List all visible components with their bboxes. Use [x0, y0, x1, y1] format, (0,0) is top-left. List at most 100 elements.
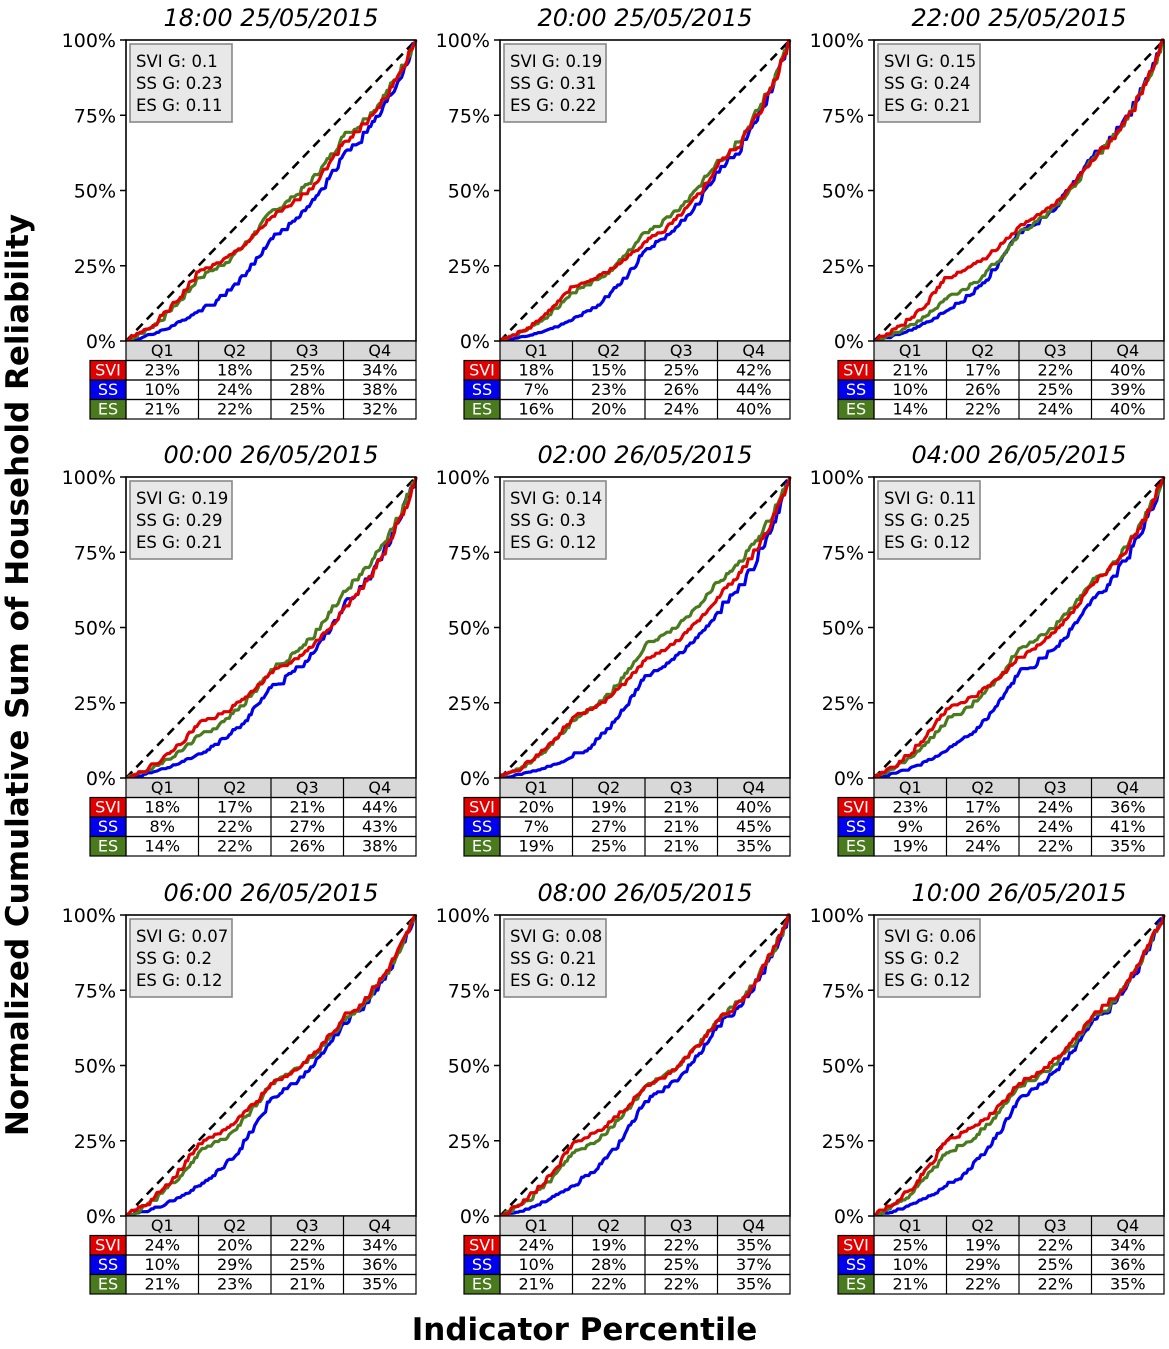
y-tick-label: 25%	[74, 1131, 116, 1153]
quartile-header: Q3	[296, 1216, 319, 1235]
panel-5: 02:00 26/05/2015 0% 25% 50% 75% 100% SVI G: 0.…	[436, 441, 792, 857]
y-tick-label: 100%	[436, 905, 490, 927]
y-tick-label: 75%	[822, 105, 864, 127]
table-cell: 25%	[1037, 380, 1073, 399]
y-tick-label: 100%	[810, 30, 864, 52]
row-label: SVI	[95, 361, 121, 380]
y-tick-label: 0%	[86, 331, 116, 353]
y-tick-label: 75%	[822, 542, 864, 564]
row-label: ES	[98, 837, 118, 856]
panel-7: 06:00 26/05/2015 0% 25% 50% 75% 100% SVI G: 0.…	[62, 879, 418, 1295]
table-cell: 35%	[1110, 837, 1146, 856]
row-label: ES	[472, 837, 492, 856]
gini-label: SVI G: 0.08	[510, 927, 602, 946]
y-tick-label: 50%	[74, 1056, 116, 1078]
table-cell: 35%	[362, 1275, 398, 1294]
table-cell: 25%	[663, 361, 699, 380]
quartile-header: Q2	[223, 778, 246, 797]
quartile-header: Q3	[670, 1216, 693, 1235]
table-cell: 34%	[362, 1236, 398, 1255]
gini-label: SS G: 0.31	[510, 74, 597, 93]
y-tick-label: 0%	[86, 768, 116, 790]
quartile-header: Q1	[899, 778, 922, 797]
quartile-header: Q4	[742, 341, 765, 360]
table-row	[499, 1273, 791, 1295]
y-tick-label: 0%	[86, 1206, 116, 1228]
table-cell: 22%	[1037, 1236, 1073, 1255]
y-tick-label: 50%	[74, 181, 116, 203]
row-label: SS	[98, 817, 118, 836]
table-cell: 23%	[217, 1275, 253, 1294]
gini-label: SVI G: 0.19	[136, 489, 228, 508]
table-cell: 19%	[965, 1236, 1001, 1255]
gini-box	[129, 918, 233, 998]
series-line-ss	[126, 39, 418, 343]
table-cell: 44%	[362, 798, 398, 817]
table-cell: 22%	[965, 1275, 1001, 1294]
gini-label: SS G: 0.29	[136, 511, 223, 530]
table-cell: 20%	[518, 798, 554, 817]
y-tick-label: 100%	[436, 30, 490, 52]
y-tick-label: 100%	[62, 905, 116, 927]
y-tick-label: 50%	[822, 1056, 864, 1078]
panel-title: 22:00 25/05/2015	[911, 4, 1126, 32]
quartile-header: Q1	[151, 778, 174, 797]
table-cell: 9%	[898, 817, 923, 836]
gini-label: SS G: 0.2	[136, 949, 212, 968]
table-cell: 22%	[217, 817, 253, 836]
row-label: SS	[846, 380, 866, 399]
table-cell: 10%	[144, 380, 180, 399]
quartile-header: Q3	[296, 341, 319, 360]
table-cell: 21%	[289, 798, 325, 817]
quartile-header: Q3	[296, 778, 319, 797]
quartile-header: Q1	[899, 341, 922, 360]
row-label: SS	[472, 380, 492, 399]
series-line-svi	[874, 38, 1164, 343]
y-tick-label: 50%	[822, 618, 864, 640]
gini-label: ES G: 0.21	[136, 533, 222, 552]
y-tick-label: 25%	[448, 256, 490, 278]
table-cell: 22%	[663, 1275, 699, 1294]
quartile-header: Q4	[368, 341, 391, 360]
series-line-svi	[499, 913, 790, 1218]
gini-box	[129, 43, 233, 123]
panel-title: 08:00 26/05/2015	[537, 879, 752, 907]
gini-label: ES G: 0.22	[510, 96, 596, 115]
panel-4: 00:00 26/05/2015 0% 25% 50% 75% 100% SVI G: 0.…	[62, 441, 418, 857]
quartile-header: Q4	[742, 778, 765, 797]
table-cell: 40%	[1110, 361, 1146, 380]
table-cell: 21%	[663, 817, 699, 836]
equality-line	[873, 476, 1165, 779]
y-tick-label: 75%	[822, 980, 864, 1002]
table-cell: 18%	[144, 798, 180, 817]
table-cell: 40%	[1110, 400, 1146, 419]
table-cell: 36%	[362, 1255, 398, 1274]
table-row	[125, 1273, 417, 1295]
y-tick-label: 0%	[834, 331, 864, 353]
y-tick-label: 100%	[436, 467, 490, 489]
quartile-header: Q1	[151, 341, 174, 360]
table-cell: 22%	[217, 400, 253, 419]
quartile-header: Q4	[1116, 341, 1139, 360]
series-line-svi	[126, 476, 418, 780]
table-cell: 22%	[289, 1236, 325, 1255]
gini-label: ES G: 0.12	[884, 533, 970, 552]
y-tick-label: 0%	[834, 768, 864, 790]
panel-1: 18:00 25/05/2015 0% 25% 50% 75% 100% SVI G: 0.…	[62, 4, 418, 420]
table-cell: 24%	[144, 1236, 180, 1255]
table-cell: 35%	[1110, 1275, 1146, 1294]
table-cell: 28%	[591, 1255, 627, 1274]
row-label: SS	[98, 380, 118, 399]
quartile-header: Q2	[223, 341, 246, 360]
quartile-header: Q2	[597, 1216, 620, 1235]
table-cell: 25%	[892, 1236, 928, 1255]
quartile-header: Q3	[1044, 778, 1067, 797]
quartile-header: Q4	[368, 778, 391, 797]
panel-6: 04:00 26/05/2015 0% 25% 50% 75% 100% SVI G: 0.…	[810, 441, 1166, 857]
panel-title: 20:00 25/05/2015	[537, 4, 752, 32]
table-cell: 38%	[362, 380, 398, 399]
quartile-header: Q2	[223, 1216, 246, 1235]
quartile-header: Q2	[971, 341, 994, 360]
y-tick-label: 0%	[460, 1206, 490, 1228]
quartile-header: Q1	[525, 1216, 548, 1235]
